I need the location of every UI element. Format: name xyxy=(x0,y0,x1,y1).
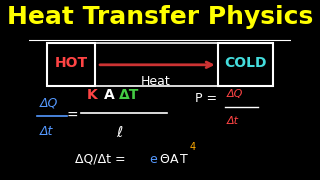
Text: T: T xyxy=(180,153,188,166)
Text: A: A xyxy=(104,88,115,102)
Text: Δt: Δt xyxy=(40,125,53,138)
Text: ℓ: ℓ xyxy=(116,125,123,140)
Text: ΔQ: ΔQ xyxy=(40,96,58,109)
Text: =: = xyxy=(67,109,78,123)
Text: Δt: Δt xyxy=(227,116,239,126)
Text: A: A xyxy=(170,153,179,166)
Text: HOT: HOT xyxy=(54,56,88,70)
Text: K: K xyxy=(87,88,98,102)
Text: ΔT: ΔT xyxy=(119,88,140,102)
Text: ΔQ/Δt =: ΔQ/Δt = xyxy=(75,153,130,166)
Text: Θ: Θ xyxy=(159,153,169,166)
Text: Heat: Heat xyxy=(141,75,171,88)
Text: ΔQ: ΔQ xyxy=(227,89,243,99)
Text: Heat Transfer Physics: Heat Transfer Physics xyxy=(7,5,313,29)
Bar xyxy=(47,43,95,86)
Text: 4: 4 xyxy=(189,142,196,152)
Text: e: e xyxy=(149,153,157,166)
Text: COLD: COLD xyxy=(224,56,266,70)
Text: P =: P = xyxy=(195,92,218,105)
Bar xyxy=(218,43,273,86)
